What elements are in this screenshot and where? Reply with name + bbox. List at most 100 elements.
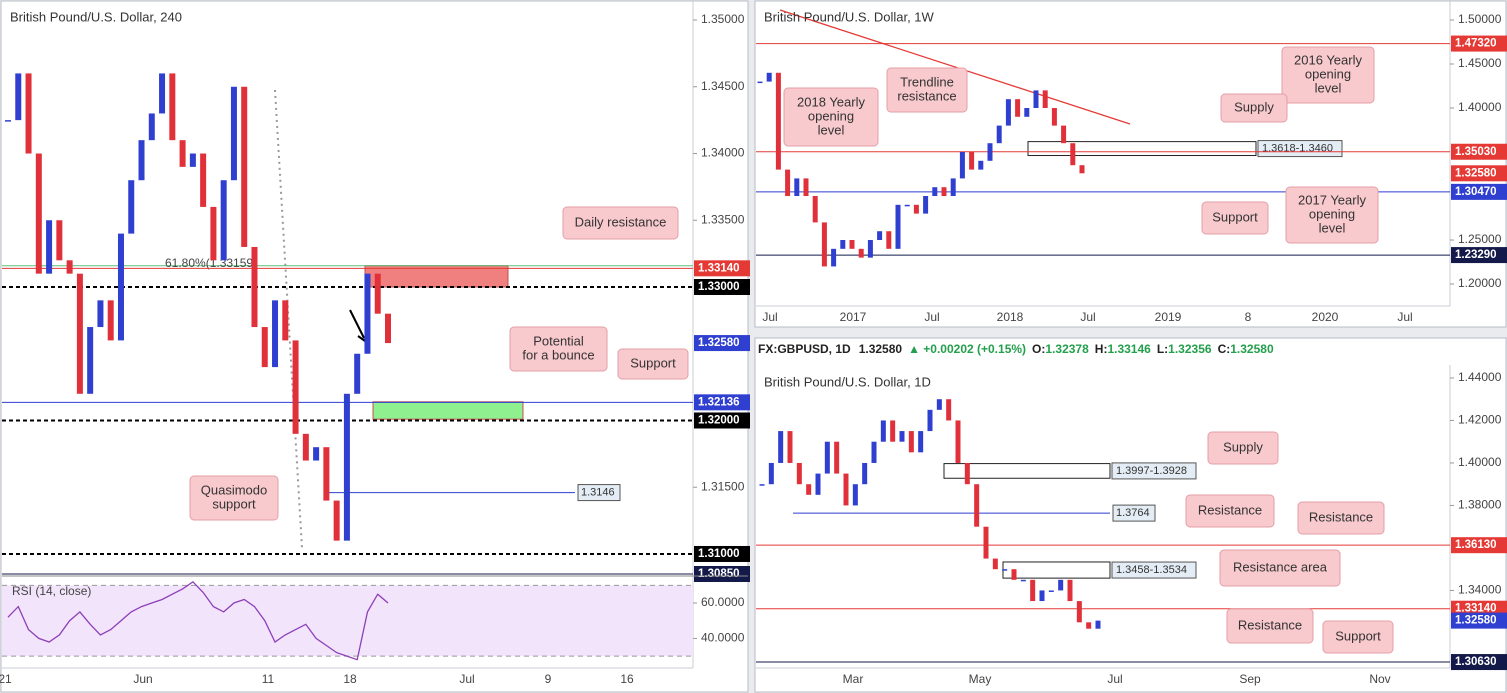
- projection-line: [274, 89, 303, 549]
- marked-label-box: [1112, 504, 1156, 522]
- candle: [261, 327, 268, 368]
- x-tick-label: Jul: [1080, 310, 1095, 324]
- candle: [159, 73, 166, 114]
- candle: [385, 313, 391, 344]
- candle: [821, 222, 827, 267]
- level-label: 1.32000: [698, 415, 740, 427]
- candle: [831, 248, 837, 267]
- level-label: 1.35030: [1455, 146, 1497, 158]
- candle: [1011, 569, 1017, 580]
- y-tick-label: 1.34000: [701, 146, 745, 160]
- ohlc-label: L:: [1157, 342, 1168, 356]
- candle: [969, 152, 975, 170]
- x-tick-label: May: [969, 672, 992, 686]
- candle: [899, 431, 905, 442]
- ohlc-value: 1.33146: [1107, 342, 1151, 356]
- candle: [950, 178, 956, 197]
- candle: [757, 81, 763, 84]
- zone-label-box: [1111, 561, 1197, 579]
- candle: [292, 340, 299, 434]
- note-text: Resistance: [1309, 509, 1373, 524]
- note-text: level: [818, 122, 845, 137]
- candle: [66, 260, 73, 274]
- candle: [1086, 622, 1092, 629]
- candle: [908, 431, 914, 453]
- note-box: [509, 326, 608, 372]
- level-label: 1.33140: [1455, 603, 1497, 615]
- candle: [97, 300, 104, 328]
- candle: [775, 72, 781, 170]
- note-box: [783, 87, 879, 147]
- candle: [1002, 569, 1008, 571]
- note-box: [1185, 494, 1275, 528]
- zone-label: 1.3997-1.3928: [1116, 465, 1187, 477]
- candle: [787, 431, 793, 463]
- candle: [932, 187, 938, 197]
- y-tick-label: 1.20000: [1458, 276, 1502, 290]
- y-tick-label: 1.35000: [701, 12, 745, 26]
- note-box: [189, 475, 279, 521]
- x-tick-label: Jul: [1107, 672, 1122, 686]
- candle: [354, 353, 361, 394]
- level-label-box: [694, 412, 750, 429]
- level-label-box: [1451, 537, 1507, 554]
- candle: [230, 86, 237, 181]
- candle: [302, 433, 309, 461]
- level-label-box: [694, 335, 750, 352]
- candle: [895, 204, 901, 249]
- zone: [943, 463, 1111, 479]
- zone-label: 1.3618-1.3460: [1262, 142, 1333, 154]
- candle: [1079, 165, 1085, 174]
- candle: [824, 441, 830, 474]
- candle: [840, 240, 846, 249]
- level-label-box: [694, 545, 750, 562]
- ohlc-label: H:: [1095, 342, 1108, 356]
- candle: [1042, 90, 1048, 108]
- note-text: Supply: [1234, 99, 1274, 114]
- marked-label-box: [577, 484, 621, 502]
- candle: [849, 240, 855, 249]
- x-tick-label: 8: [1245, 310, 1252, 324]
- level-label: 1.31000: [698, 548, 740, 560]
- candle: [107, 300, 114, 341]
- candle: [815, 473, 821, 495]
- note-box: [1207, 431, 1279, 465]
- candle: [138, 140, 145, 181]
- x-tick-label: 16: [620, 672, 634, 686]
- y-tick-label: 1.42000: [1458, 413, 1502, 427]
- level-label-box: [694, 394, 750, 411]
- ohlc-value: 1.32580: [1230, 342, 1274, 356]
- y-tick-label: 1.25000: [1458, 232, 1502, 246]
- candle: [812, 196, 818, 223]
- x-tick-label: 2019: [1155, 310, 1182, 324]
- candle: [858, 248, 864, 258]
- symbol-header: FX:GBPUSD, 1D 1.32580 ▲ +0.00202 (+0.15%) O…: [758, 342, 1274, 356]
- x-tick-label: 11: [262, 672, 275, 686]
- zone-label-box: [1257, 140, 1343, 158]
- candle: [282, 300, 289, 341]
- zone: [372, 401, 524, 420]
- note-text: 2017 Yearly: [1298, 192, 1366, 207]
- level-label-box: [1451, 35, 1507, 52]
- y-tick-label: 1.34500: [701, 79, 745, 93]
- candle: [179, 140, 186, 167]
- ohlc-value: 1.32356: [1168, 342, 1212, 356]
- note-text: opening: [808, 108, 854, 123]
- note-text: Quasimodo: [201, 482, 267, 497]
- trendline: [779, 9, 1131, 125]
- candle: [117, 233, 124, 341]
- x-tick-label: Jul: [762, 310, 777, 324]
- note-text: Resistance area: [1233, 559, 1328, 574]
- candle: [923, 196, 929, 214]
- candle: [843, 473, 849, 506]
- candle: [1005, 99, 1011, 126]
- level-label: 1.32136: [698, 396, 740, 408]
- candle: [15, 73, 22, 121]
- candle: [785, 169, 791, 197]
- candle: [313, 447, 320, 461]
- x-tick-label: 21: [0, 672, 12, 686]
- marked-label: 1.3146: [581, 486, 615, 498]
- candle: [333, 500, 340, 541]
